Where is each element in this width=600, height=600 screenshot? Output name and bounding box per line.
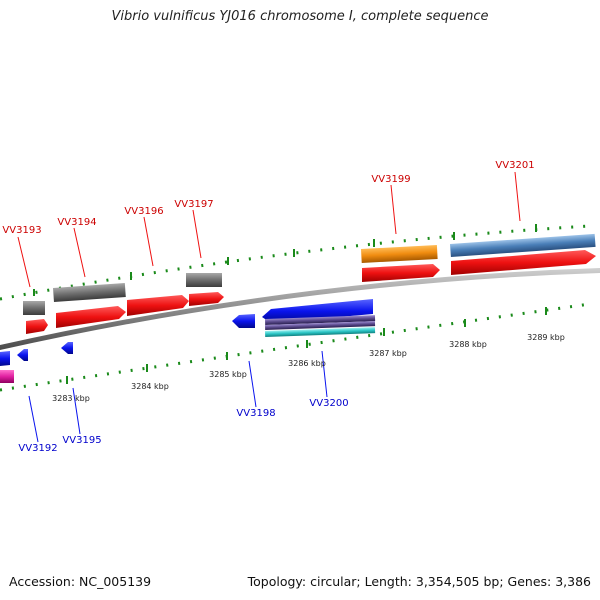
pseudogene-feature [23,301,45,315]
gene-arrow [232,314,255,328]
gene-arrow [362,264,440,282]
forward-leader-lines [17,171,521,288]
forward-strand-features [23,233,596,334]
kbp-label: 3285 kbp [209,370,247,379]
rna-feature [361,245,438,263]
kbp-label: 3286 kbp [288,359,326,368]
gene-arrow [17,349,28,361]
gene-arrow [26,319,48,334]
gene-label-vv3201: VV3201 [495,160,534,171]
kbp-label: 3289 kbp [527,333,565,342]
gene-arrow [127,295,189,316]
gene-label-vv3196: VV3196 [124,206,163,217]
forward-gene-labels: VV3193 VV3194 VV3196 VV3197 VV3199 VV320… [2,160,534,236]
misc-feature [0,370,14,383]
upper-major-ticks [33,224,537,296]
gene-arrow [262,299,373,323]
lower-major-ticks [66,307,547,384]
accession-text: Accession: NC_005139 [9,574,152,589]
gene-label-vv3195: VV3195 [62,435,101,446]
pseudogene-feature [186,273,222,287]
gene-label-vv3192: VV3192 [18,443,57,454]
map-title: Vibrio vulnificus YJ016 chromosome I, co… [111,9,489,24]
gene-arrow [451,250,596,275]
gene-arrow [0,351,10,366]
misc-feature [264,315,376,325]
kbp-label: 3288 kbp [449,340,487,349]
gene-label-vv3197: VV3197 [174,199,213,210]
gene-label-vv3199: VV3199 [371,174,410,185]
gene-arrow [56,306,126,328]
reverse-strand-features [0,299,376,383]
reverse-gene-labels: VV3192 VV3195 VV3198 VV3200 [18,398,348,454]
gene-arrow [189,292,224,306]
upper-tick-track [0,224,591,301]
misc-feature [450,233,596,257]
gene-arrow [61,342,73,354]
kbp-scale-labels: 3283 kbp 3284 kbp 3285 kbp 3286 kbp 3287… [52,333,565,403]
kbp-label: 3284 kbp [131,382,169,391]
misc-feature [264,321,376,330]
pseudogene-feature [53,282,126,302]
gene-label-vv3198: VV3198 [236,408,275,419]
kbp-label: 3283 kbp [52,394,90,403]
kbp-label: 3287 kbp [369,349,407,358]
reverse-leader-lines [28,350,328,443]
topology-stats-text: Topology: circular; Length: 3,354,505 bp… [247,574,591,589]
gene-label-vv3193: VV3193 [2,225,41,236]
lower-tick-track [0,302,591,392]
gene-label-vv3200: VV3200 [309,398,348,409]
gene-label-vv3194: VV3194 [57,217,96,228]
misc-feature [265,327,376,337]
